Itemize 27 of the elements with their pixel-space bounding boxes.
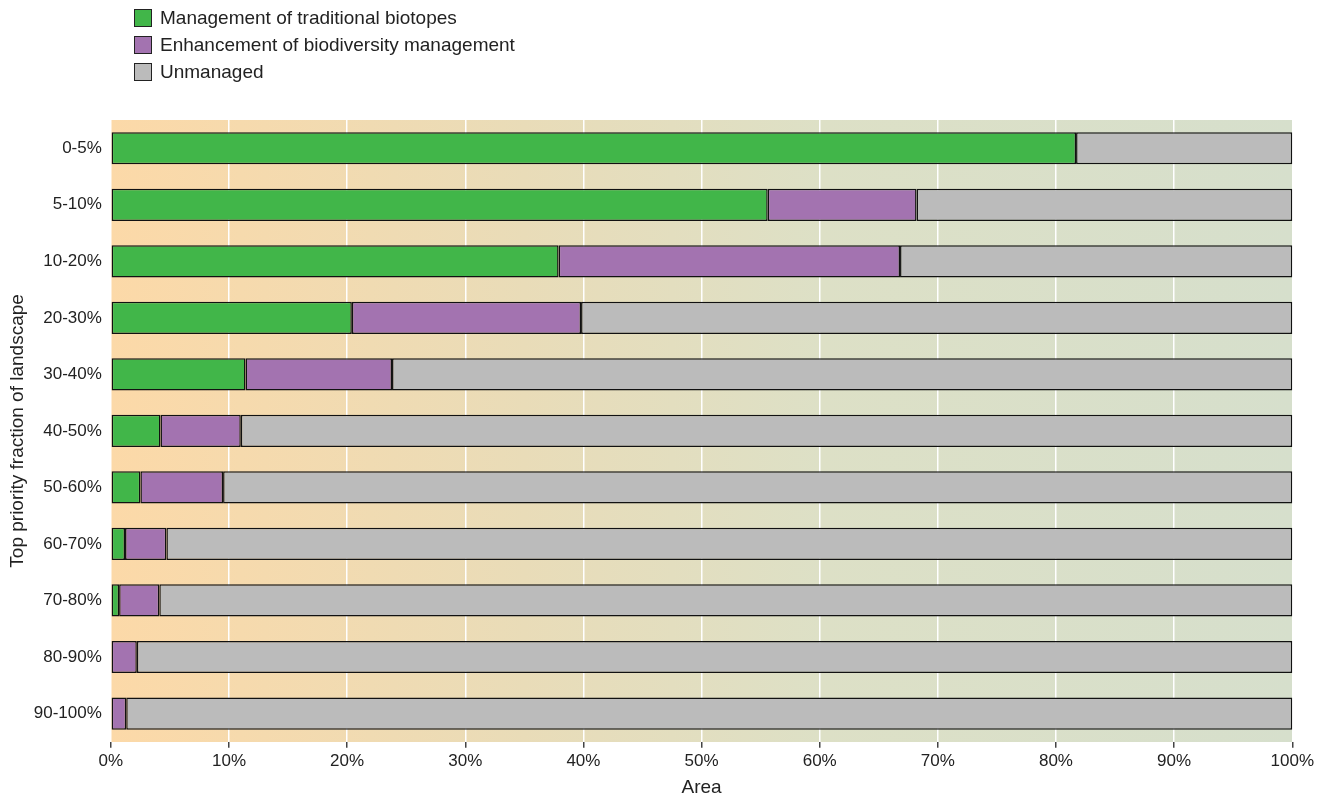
- y-tick-label: 90-100%: [33, 703, 102, 723]
- x-tick-label: 100%: [1270, 750, 1314, 770]
- y-tick-label: 5-10%: [52, 194, 102, 214]
- legend-label: Unmanaged: [160, 60, 264, 83]
- x-tick-label: 30%: [448, 750, 483, 770]
- y-axis-title: Top priority fraction of landscape: [5, 294, 27, 568]
- x-tick-label: 40%: [566, 750, 601, 770]
- x-tick-label: 50%: [684, 750, 719, 770]
- x-tick-label: 80%: [1038, 750, 1073, 770]
- x-tick-label: 90%: [1157, 750, 1192, 770]
- x-tick-label: 20%: [330, 750, 365, 770]
- legend-label: Enhancement of biodiversity management: [160, 33, 515, 56]
- x-axis-title: Area: [681, 775, 723, 797]
- x-tick-label: 0%: [98, 750, 124, 770]
- y-tick-label: 10-20%: [43, 251, 102, 271]
- y-tick-label: 0-5%: [62, 137, 102, 157]
- y-tick-label: 80-90%: [43, 646, 102, 666]
- x-tick-label: 10%: [211, 750, 247, 770]
- y-tick-label: 70-80%: [43, 590, 102, 610]
- y-tick-label: 40-50%: [43, 420, 102, 440]
- x-tick-label: 60%: [802, 750, 837, 770]
- y-tick-label: 20-30%: [43, 307, 102, 327]
- y-tick-label: 50-60%: [43, 477, 102, 497]
- x-tick-label: 70%: [920, 750, 955, 770]
- legend-label: Management of traditional biotopes: [160, 6, 457, 29]
- y-tick-label: 30-40%: [43, 364, 102, 384]
- y-tick-label: 60-70%: [43, 533, 102, 553]
